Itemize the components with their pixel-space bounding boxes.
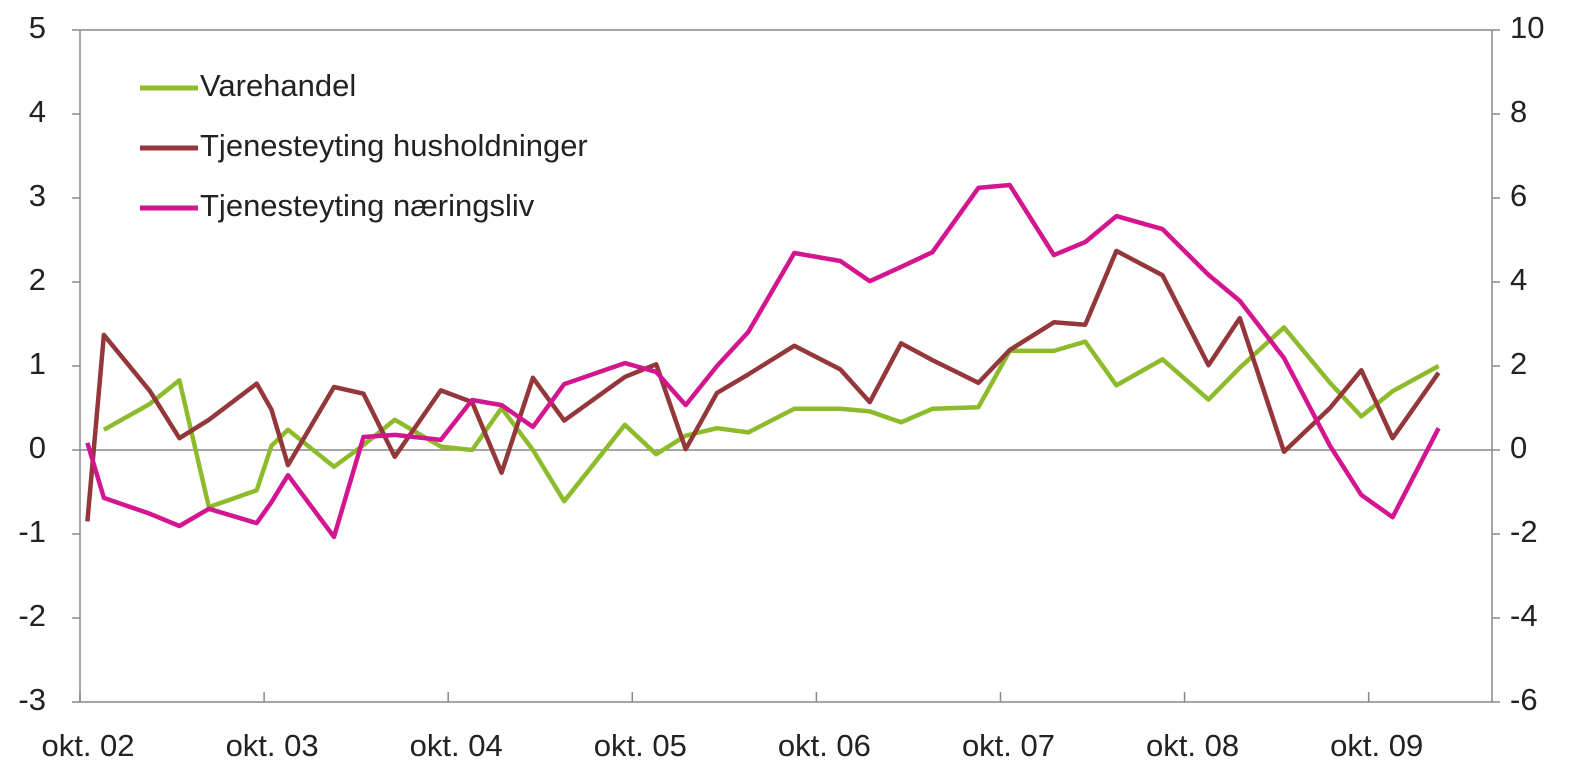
- series-line: [102, 325, 1440, 510]
- x-tick-label: okt. 06: [778, 728, 871, 763]
- y2-tick-label: 10: [1510, 10, 1544, 45]
- y2-tick-label: -2: [1510, 514, 1538, 549]
- y2-tick-label: 0: [1510, 430, 1527, 465]
- legend-label: Tjenesteyting næringsliv: [200, 188, 535, 223]
- x-tick-label: okt. 09: [1330, 728, 1423, 763]
- legend-label: Tjenesteyting husholdninger: [200, 128, 588, 163]
- series-line: [85, 182, 1441, 540]
- x-tick-label: okt. 04: [410, 728, 503, 763]
- y2-tick-label: 2: [1510, 346, 1527, 381]
- y-tick-label: 4: [29, 94, 46, 129]
- y2-tick-label: -6: [1510, 682, 1538, 717]
- y-tick-label: -2: [18, 598, 46, 633]
- y-tick-label: 2: [29, 262, 46, 297]
- y-tick-label: 0: [29, 430, 46, 465]
- y2-tick-label: 4: [1510, 262, 1527, 297]
- y-tick-label: -1: [18, 514, 46, 549]
- y-tick-label: 5: [29, 10, 46, 45]
- y2-tick-label: -4: [1510, 598, 1538, 633]
- legend-label: Varehandel: [200, 68, 356, 103]
- series-line: [85, 248, 1441, 522]
- y-tick-label: 1: [29, 346, 46, 381]
- x-tick-label: okt. 02: [41, 728, 134, 763]
- y-tick-label: 3: [29, 178, 46, 213]
- y2-tick-label: 8: [1510, 94, 1527, 129]
- x-tick-label: okt. 03: [226, 728, 319, 763]
- x-tick-label: okt. 05: [594, 728, 687, 763]
- x-tick-label: okt. 08: [1146, 728, 1239, 763]
- y2-tick-label: 6: [1510, 178, 1527, 213]
- y-tick-label: -3: [18, 682, 46, 717]
- x-tick-label: okt. 07: [962, 728, 1055, 763]
